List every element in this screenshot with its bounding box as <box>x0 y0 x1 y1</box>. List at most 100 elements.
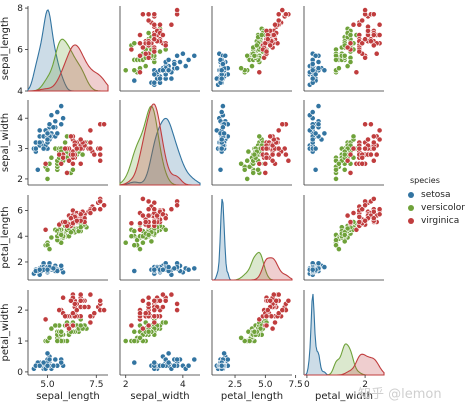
point-virginica <box>256 160 263 167</box>
point-virginica <box>263 154 270 161</box>
point-setosa <box>315 260 322 267</box>
point-virginica <box>145 11 152 18</box>
point-virginica <box>157 297 163 304</box>
point-virginica <box>137 40 143 47</box>
point-virginica <box>97 297 104 304</box>
point-versicolor <box>131 228 138 234</box>
point-virginica <box>283 151 289 158</box>
panel-sepal_length-vs-sepal_width <box>119 6 200 92</box>
point-virginica <box>42 316 49 323</box>
point-setosa <box>191 356 198 363</box>
point-versicolor <box>46 246 53 252</box>
point-virginica <box>137 32 143 38</box>
x-axis-label-sepal_length: sepal_length <box>36 391 100 402</box>
point-virginica <box>356 219 363 225</box>
point-virginica <box>145 300 152 307</box>
point-versicolor <box>344 225 351 232</box>
legend-marker-virginica <box>408 217 414 224</box>
point-virginica <box>368 151 374 158</box>
point-setosa <box>321 264 328 270</box>
point-virginica <box>174 300 180 307</box>
point-setosa <box>171 265 178 272</box>
point-versicolor <box>122 67 129 74</box>
point-virginica <box>60 154 66 161</box>
point-virginica <box>162 215 169 222</box>
point-virginica <box>359 17 366 24</box>
point-versicolor <box>336 65 342 72</box>
point-virginica <box>362 54 368 61</box>
point-virginica <box>160 32 166 38</box>
point-virginica <box>368 38 374 45</box>
point-virginica <box>151 48 158 55</box>
point-versicolor <box>341 166 348 173</box>
point-virginica <box>268 313 275 320</box>
point-versicolor <box>251 52 258 59</box>
point-setosa <box>36 266 43 273</box>
x-axis-label-petal_length: petal_length <box>221 391 283 402</box>
point-setosa <box>151 79 158 86</box>
point-virginica <box>139 44 146 51</box>
point-virginica <box>139 325 146 332</box>
point-virginica <box>362 121 368 128</box>
y-tick-label: 2 <box>17 306 23 316</box>
legend: species setosa versicolor virginica <box>404 176 474 227</box>
point-setosa <box>217 166 224 173</box>
point-versicolor <box>257 325 264 332</box>
point-virginica <box>263 322 270 329</box>
point-setosa <box>218 145 225 152</box>
point-virginica <box>263 145 270 152</box>
point-versicolor <box>54 338 61 344</box>
point-versicolor <box>255 166 261 173</box>
point-setosa <box>151 266 158 273</box>
point-setosa <box>165 57 172 63</box>
point-virginica <box>174 307 180 313</box>
point-versicolor <box>162 226 169 233</box>
panel-sepal_width-vs-petal_length <box>211 100 292 186</box>
point-versicolor <box>253 42 260 49</box>
point-virginica <box>365 27 371 34</box>
legend-item-setosa: setosa <box>404 188 474 201</box>
point-setosa <box>151 71 158 78</box>
point-virginica <box>365 136 371 143</box>
point-virginica <box>275 127 282 134</box>
point-virginica <box>160 211 166 218</box>
point-virginica <box>356 213 363 220</box>
point-virginica <box>137 310 143 317</box>
point-versicolor <box>336 160 342 167</box>
point-setosa <box>58 121 65 128</box>
point-versicolor <box>256 133 263 140</box>
point-virginica <box>139 297 146 304</box>
point-virginica <box>145 198 152 205</box>
point-setosa <box>52 356 59 363</box>
panel-sepal_width-vs-sepal_length: 2 3 4 sepal_width <box>0 100 108 186</box>
point-virginica <box>347 170 354 176</box>
point-virginica <box>87 291 94 298</box>
panel-petal_length-vs-sepal_width <box>119 195 200 281</box>
point-virginica <box>87 210 94 216</box>
point-virginica <box>275 151 282 158</box>
point-setosa <box>36 139 43 146</box>
point-setosa <box>50 362 57 369</box>
y-tick-label: 3 <box>17 145 23 155</box>
point-virginica <box>362 202 368 209</box>
point-virginica <box>145 322 152 329</box>
point-setosa <box>191 52 198 59</box>
point-versicolor <box>142 63 149 69</box>
point-setosa <box>151 359 158 366</box>
point-virginica <box>262 160 269 167</box>
point-virginica <box>359 40 366 47</box>
point-virginica <box>77 211 84 218</box>
point-virginica <box>162 42 169 49</box>
point-versicolor <box>122 239 129 246</box>
kde-curve-virginica <box>212 257 293 281</box>
point-virginica <box>145 40 152 47</box>
point-versicolor <box>347 59 354 65</box>
point-versicolor <box>131 242 138 249</box>
point-virginica <box>370 42 377 49</box>
point-versicolor <box>162 319 169 326</box>
point-virginica <box>269 325 276 332</box>
point-setosa <box>168 75 175 82</box>
point-versicolor <box>344 63 351 69</box>
point-virginica <box>168 206 175 213</box>
